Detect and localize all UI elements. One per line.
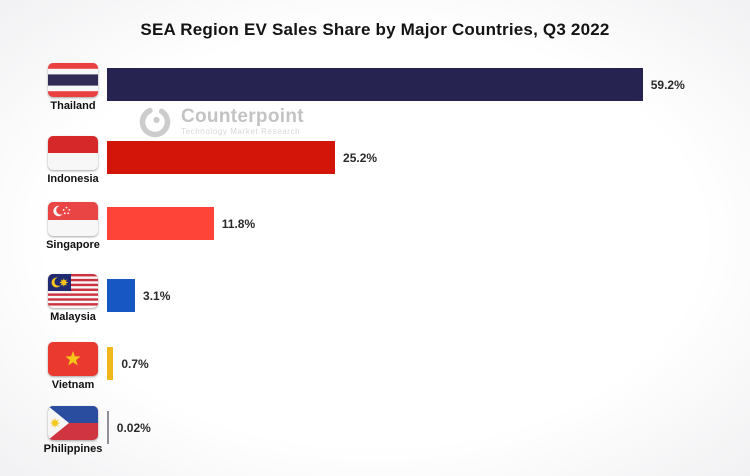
- value-label: 11.8%: [221, 216, 256, 231]
- value-label: 25.2%: [343, 150, 378, 165]
- bar-row-malaysia: Malaysia 3.1%: [0, 274, 750, 326]
- bar-malaysia: [107, 279, 136, 312]
- country-label: Thailand: [50, 100, 96, 112]
- country-label: Philippines: [43, 443, 103, 455]
- bar-row-thailand: Thailand 59.2%: [0, 63, 750, 115]
- value-label: 0.02%: [116, 420, 151, 435]
- value-label: 59.2%: [650, 77, 685, 92]
- bar-thailand: [107, 68, 643, 101]
- bar-indonesia: [107, 141, 336, 174]
- bar-row-indonesia: Indonesia 25.2%: [0, 136, 750, 188]
- country-label: Vietnam: [51, 379, 95, 391]
- bar-vietnam: [107, 347, 114, 380]
- vietnam-flag-icon: [48, 342, 98, 376]
- indonesia-flag-icon: [48, 136, 98, 170]
- bar-singapore: [107, 207, 214, 240]
- value-label: 3.1%: [143, 288, 171, 303]
- thailand-flag-icon: [48, 63, 98, 97]
- bar-row-singapore: Singapore 11.8%: [0, 202, 750, 254]
- bar-philippines: [107, 411, 109, 444]
- philippines-flag-icon: [48, 406, 98, 440]
- malaysia-flag-icon: [48, 274, 98, 308]
- watermark-tagline: Technology Market Research: [181, 126, 301, 136]
- singapore-flag-icon: [48, 202, 98, 236]
- country-label: Indonesia: [47, 173, 99, 185]
- country-label: Singapore: [46, 239, 100, 251]
- bar-row-philippines: Philippines 0.02%: [0, 406, 750, 458]
- chart-title: SEA Region EV Sales Share by Major Count…: [140, 20, 610, 39]
- country-label: Malaysia: [50, 311, 96, 323]
- value-label: 0.7%: [121, 356, 149, 371]
- bar-row-vietnam: Vietnam 0.7%: [0, 342, 750, 394]
